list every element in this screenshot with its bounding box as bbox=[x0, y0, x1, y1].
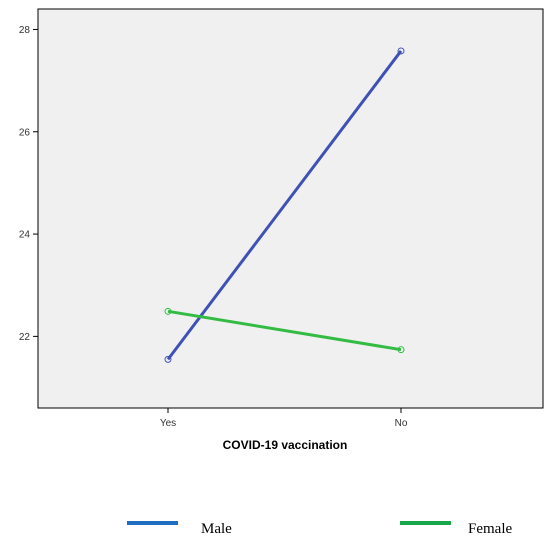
data-point-female bbox=[397, 346, 405, 354]
data-point-male bbox=[164, 355, 172, 363]
y-tick-label: 26 bbox=[19, 127, 31, 138]
legend-label-female: Female bbox=[468, 521, 512, 537]
series-layer bbox=[164, 47, 405, 363]
data-point-male bbox=[397, 47, 405, 55]
data-point-female bbox=[164, 307, 172, 315]
x-axis-title: COVID-19 vaccination bbox=[223, 438, 348, 452]
legend-label-male: Male bbox=[201, 521, 232, 537]
series-line-female bbox=[167, 309, 402, 352]
y-tick-label: 28 bbox=[19, 25, 31, 36]
x-tick-label: No bbox=[395, 418, 408, 429]
plot-area bbox=[37, 8, 544, 409]
legend: Male Female bbox=[127, 521, 512, 537]
series-line-male bbox=[166, 50, 403, 361]
x-tick-label: Yes bbox=[160, 418, 176, 429]
x-axis: Yes No bbox=[160, 408, 408, 429]
y-tick-label: 22 bbox=[19, 332, 31, 343]
y-tick-label: 24 bbox=[19, 230, 31, 241]
y-axis: 22 24 26 28 bbox=[19, 25, 38, 343]
